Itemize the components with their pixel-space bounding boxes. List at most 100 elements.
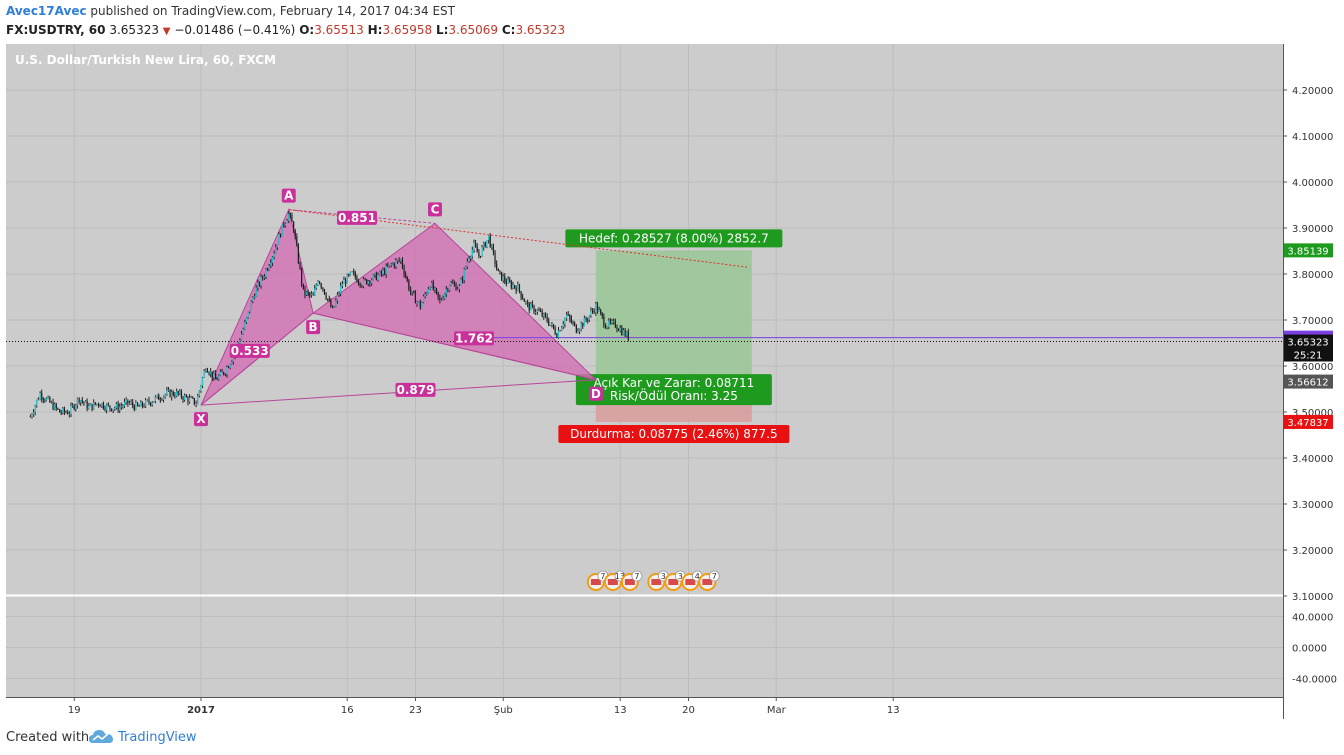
chart-title: U.S. Dollar/Turkish New Lira, 60, FXCM [15,53,276,67]
candle-body [616,327,618,330]
candle-body [62,408,64,413]
candle-body [434,288,436,290]
time-tick-label: 20 [682,705,695,716]
candle-body [479,255,482,257]
candle-body [32,412,35,415]
candle-body [276,244,278,248]
candle-body [153,401,155,403]
chart-area[interactable]: Hedef: 0.28527 (8.00%) 2852.7 Durdurma: 0… [6,44,1340,719]
candle-body [559,330,561,332]
candle-body [566,314,568,319]
candle-body [530,303,532,311]
candle-body [461,279,464,281]
candle-body [551,324,553,325]
chart-header: Avec17Avec published on TradingView.com,… [0,0,1344,44]
ratio-label-bg [454,331,494,346]
pattern-leg-ac[interactable] [288,209,436,224]
candle-body [470,256,472,259]
candle-body [93,402,95,410]
candle-body [268,265,270,270]
candle-body [83,401,85,404]
candle-body [200,385,202,391]
author-link[interactable]: Avec17Avec [6,4,87,18]
candle-body [317,281,319,285]
candle-body [132,402,134,406]
candle-body [312,294,314,296]
candle-body [445,289,447,294]
candle-body [351,271,353,273]
pattern-leg-xb[interactable] [200,312,314,406]
time-tick-label: 2017 [187,705,215,716]
candle-body [410,289,412,293]
candle-body [611,321,613,323]
candle-body [613,321,615,322]
candle-body [435,288,438,293]
candle-body [140,402,142,407]
candle-body [156,394,158,397]
high-value: 3.65958 [382,23,433,37]
candle-body [442,298,444,300]
candle-body [429,287,431,290]
pattern-point-a-text: A [284,189,294,203]
candle-body [154,396,156,402]
long-position-tool[interactable]: Hedef: 0.28527 (8.00%) 2852.7 Durdurma: 0… [558,229,790,443]
candle-body [518,284,521,292]
candle-body [460,279,462,286]
candle-body [432,282,434,290]
candle-body [583,317,585,327]
ratio-label: 0.533 [229,343,270,358]
candle-body [603,316,605,326]
candle-body [582,323,584,327]
candle-body [197,395,199,405]
candle-body [496,263,498,269]
tradingview-brand-link[interactable]: TradingView [118,730,197,745]
candle-body [193,398,195,405]
candle-body [224,374,226,376]
candle-body [475,242,477,247]
candle-body [617,329,620,331]
ratio-label-text: 1.762 [455,331,493,345]
candle-body [468,258,470,262]
pattern-point-x-bg [194,412,208,427]
candle-body [271,256,273,263]
xabcd-pattern[interactable] [200,208,598,406]
candle-body [585,317,587,321]
price-axis[interactable]: 4.20000 4.10000 4.00000 3.90000 3.80000 3.700… [1283,86,1333,603]
stop-label[interactable]: Durdurma: 0.08775 (2.46%) 877.5 [558,424,790,443]
candle-body [223,372,225,375]
target-zone[interactable] [595,250,752,382]
symbol-label[interactable]: FX:USDTRY, 60 [6,23,106,37]
candle-body [403,267,405,275]
us-flag-icon [607,579,618,585]
tradingview-cloud-icon[interactable] [88,728,114,746]
target-label[interactable]: Hedef: 0.28527 (8.00%) 2852.7 [565,229,783,248]
economic-events[interactable]: 7 13 7 3 3 4 7 [586,570,720,591]
last-price: 3.65323 [109,23,159,37]
time-tick-label: 23 [409,705,422,716]
ratio-label-text: 0.533 [231,344,269,358]
candle-body [216,379,218,381]
pattern-leg-bd[interactable] [313,312,596,381]
candle-body [505,281,507,284]
candle-body [538,309,540,312]
candle-body [564,318,566,325]
pattern-point-d-bg [588,386,603,401]
low-label: L: [435,23,449,37]
oscillator-axis[interactable]: 40.0000 0.0000 -40.0000 [1292,613,1337,686]
candle-body [577,331,579,333]
candle-body [218,375,220,380]
price-tick-label: 4.00000 [1292,178,1333,189]
candle-body [310,294,312,295]
event-count-badge [708,570,720,582]
candle-body [91,403,93,410]
stop-label-bg [558,424,790,443]
pattern-point-b-text: B [309,320,318,334]
candle-body [106,404,108,410]
price-chart[interactable]: Hedef: 0.28527 (8.00%) 2852.7 Durdurma: 0… [6,44,1340,719]
candle-body [619,328,621,331]
time-axis[interactable]: 19 2017 16 23 Şub 13 20 Mar 13 [68,697,900,716]
candle-body [255,287,257,297]
candle-body [523,299,525,302]
candle-body [70,405,72,414]
